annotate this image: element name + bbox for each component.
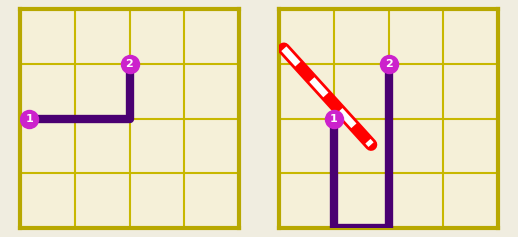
Text: 1: 1 xyxy=(25,114,33,123)
Text: 1: 1 xyxy=(330,114,338,123)
Text: 2: 2 xyxy=(385,59,392,69)
Text: 2: 2 xyxy=(126,59,133,69)
